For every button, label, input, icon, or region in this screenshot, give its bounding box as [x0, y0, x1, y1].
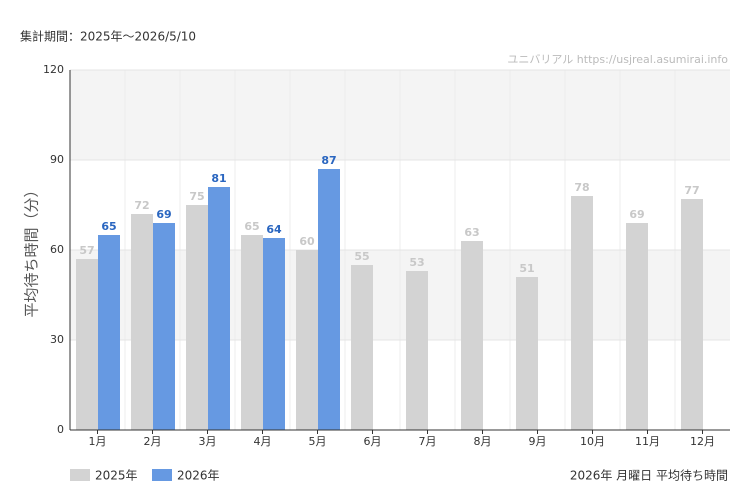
data-label: 77 — [684, 184, 699, 197]
data-label: 60 — [299, 235, 315, 248]
data-label: 51 — [519, 262, 534, 275]
period-note: 集計期間：2025年〜2026/5/10 — [20, 29, 196, 44]
x-tick-label: 3月 — [199, 435, 217, 448]
y-tick-label: 90 — [50, 153, 64, 166]
x-tick-label: 4月 — [254, 435, 272, 448]
x-tick-label: 10月 — [580, 435, 605, 448]
y-tick-label: 30 — [50, 333, 64, 346]
bar — [208, 187, 230, 430]
bar — [263, 238, 285, 430]
y-tick-label: 120 — [43, 63, 64, 76]
x-tick-label: 7月 — [419, 435, 437, 448]
legend-swatch — [70, 469, 90, 481]
data-label: 87 — [321, 154, 336, 167]
x-tick-label: 9月 — [529, 435, 547, 448]
data-label: 63 — [464, 226, 479, 239]
x-tick-label: 2月 — [144, 435, 162, 448]
bar — [241, 235, 263, 430]
data-label: 81 — [211, 172, 226, 185]
bar — [681, 199, 703, 430]
data-label: 75 — [189, 190, 204, 203]
bar — [571, 196, 593, 430]
y-axis-label: 平均待ち時間（分） — [23, 182, 41, 317]
data-label: 57 — [79, 244, 94, 257]
watermark: ユニバリアル https://usjreal.asumirai.info — [507, 53, 728, 66]
data-label: 53 — [409, 256, 424, 269]
data-label: 55 — [354, 250, 369, 263]
bar — [516, 277, 538, 430]
data-label: 64 — [266, 223, 282, 236]
y-tick-label: 0 — [57, 423, 64, 436]
x-tick-label: 1月 — [89, 435, 107, 448]
bar — [461, 241, 483, 430]
footer: 2026年 月曜日 平均待ち時間 — [570, 469, 728, 483]
bar — [351, 265, 373, 430]
bar — [626, 223, 648, 430]
legend-label: 2025年 — [95, 469, 138, 483]
bar — [406, 271, 428, 430]
x-tick-label: 8月 — [474, 435, 492, 448]
data-label: 78 — [574, 181, 589, 194]
bar — [76, 259, 98, 430]
data-label: 69 — [156, 208, 171, 221]
bar — [296, 250, 318, 430]
bar — [186, 205, 208, 430]
data-label: 65 — [101, 220, 116, 233]
data-label: 65 — [244, 220, 259, 233]
legend-label: 2026年 — [177, 469, 220, 483]
bar — [318, 169, 340, 430]
x-tick-label: 5月 — [309, 435, 327, 448]
x-tick-label: 6月 — [364, 435, 382, 448]
bar — [153, 223, 175, 430]
y-tick-label: 60 — [50, 243, 64, 256]
bar — [131, 214, 153, 430]
x-tick-label: 11月 — [635, 435, 660, 448]
data-label: 69 — [629, 208, 644, 221]
legend-swatch — [152, 469, 172, 481]
data-label: 72 — [134, 199, 149, 212]
bar — [98, 235, 120, 430]
x-tick-label: 12月 — [690, 435, 715, 448]
